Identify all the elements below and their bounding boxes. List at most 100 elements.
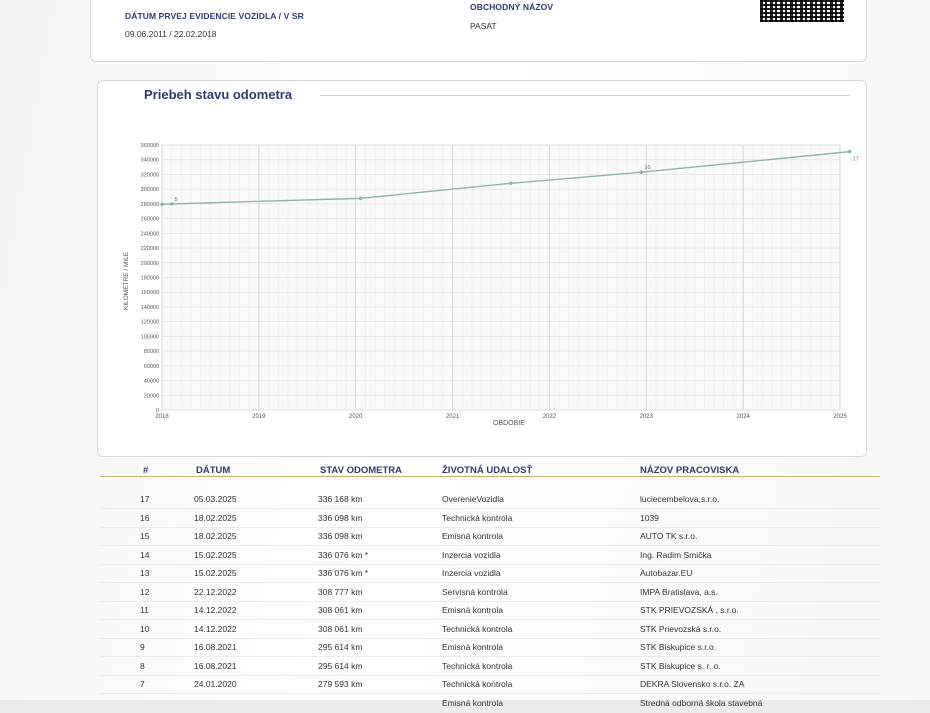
row-event: Inzercia vozidla <box>442 549 501 560</box>
row-odometer: 336 076 km * <box>318 549 369 560</box>
row-date: 18.02.2025 <box>194 531 237 541</box>
row-odometer: 336 076 km * <box>318 568 369 578</box>
row-odometer: 308 777 km <box>318 586 363 597</box>
row-workshop: IMPA Bratislava, a.s. <box>640 586 718 597</box>
row-event: Technická kontrola <box>442 512 513 523</box>
table-row: 15 18.02.2025 336 098 km Emisná kontrola AUT… <box>100 527 880 546</box>
row-event: Inzercia vozidla <box>442 568 501 578</box>
row-number: 16 <box>140 512 150 523</box>
title-divider <box>320 95 850 96</box>
y-tick-label: 360000 <box>141 143 159 149</box>
table-row: 8 16.08.2021 295 614 km Technická kontrola S… <box>100 657 880 676</box>
row-number: 10 <box>140 623 150 634</box>
row-workshop: STK Biskupice s. r. o. <box>640 660 721 671</box>
registration-date-value: 09.06.2011 / 22.02.2018 <box>125 29 217 39</box>
row-date: 16.08.2021 <box>194 660 237 671</box>
row-odometer: 308 061 km <box>318 623 363 634</box>
row-workshop: DEKRA Slovensko s.r.o. ZA <box>640 679 745 689</box>
y-tick-label: 20000 <box>144 393 159 399</box>
y-tick-label: 100000 <box>141 334 159 340</box>
x-tick-label: 2020 <box>349 414 363 420</box>
row-number: 14 <box>140 549 150 560</box>
x-tick-label: 2019 <box>252 414 266 420</box>
table-row: 10 14.12.2022 308 061 km Technická kontrola… <box>100 620 880 639</box>
y-axis-label: KILOMETRE / MILE <box>123 251 130 310</box>
row-number: 7 <box>140 679 145 689</box>
row-workshop: STK PRIEVOZSKÁ , s.r.o. <box>640 605 739 615</box>
row-workshop: AUTO TK s.r.o. <box>640 531 698 541</box>
row-date: 16.08.2021 <box>194 642 237 652</box>
data-point-label: 5 <box>175 197 178 203</box>
row-number: 9 <box>140 642 145 652</box>
row-date: 15.02.2025 <box>194 568 237 578</box>
row-odometer: 336 168 km <box>318 494 363 504</box>
table-row: 16 18.02.2025 336 098 km Technická kontrola… <box>100 509 880 528</box>
row-number: 8 <box>140 660 145 671</box>
x-axis-ticks: 2018 2019 2020 2021 2022 2023 2024 2025 <box>155 414 847 420</box>
row-workshop: Ing. Radim Smička <box>640 549 712 560</box>
row-event: Emisná kontrola <box>442 605 503 615</box>
row-event: Emisná kontrola <box>442 697 503 708</box>
chart-grid <box>161 144 841 411</box>
table-row: 7 24.01.2020 279 593 km Technická kontrola D… <box>100 675 880 694</box>
row-date: 14.12.2022 <box>194 605 237 615</box>
col-header-odometer: STAV ODOMETRA <box>320 465 402 476</box>
data-point <box>358 196 363 201</box>
y-tick-label: 40000 <box>144 379 159 385</box>
data-point-label: 17 <box>853 157 859 163</box>
x-tick-label: 2022 <box>543 414 557 420</box>
qr-code-icon <box>760 0 844 22</box>
row-event: Servisná kontrola <box>442 586 508 597</box>
col-header-event: ŽIVOTNÁ UDALOSŤ <box>442 465 533 476</box>
row-date: 14.12.2022 <box>194 623 237 634</box>
registration-date-label: DÁTUM PRVEJ EVIDENCIE VOZIDLA / V SR <box>125 11 304 21</box>
table-row: Emisná kontrola Stredná odborná škola sta… <box>100 694 880 713</box>
row-event: OverenieVozidla <box>442 494 504 504</box>
y-tick-label: 180000 <box>141 276 159 282</box>
y-axis-ticks: 0 20000 40000 60000 80000 100000 120000 140000 1… <box>141 143 159 414</box>
y-tick-label: 240000 <box>141 231 159 237</box>
chart-series: 5 10 17 <box>160 149 859 207</box>
x-tick-label: 2024 <box>736 414 750 420</box>
trade-name-value: PASAT <box>470 21 497 31</box>
y-tick-label: 140000 <box>141 305 159 311</box>
y-tick-label: 120000 <box>141 320 159 326</box>
data-point <box>169 202 174 206</box>
row-odometer: 336 098 km <box>318 512 363 523</box>
row-date: 24.01.2020 <box>194 679 237 689</box>
row-odometer: 295 614 km <box>318 660 363 671</box>
row-event: Emisná kontrola <box>442 642 503 652</box>
row-number: 12 <box>140 586 150 597</box>
table-row: 12 22.12.2022 308 777 km Servisná kontrola I… <box>100 583 880 602</box>
y-tick-label: 200000 <box>141 261 159 267</box>
x-tick-label: 2025 <box>833 414 847 420</box>
row-workshop: luciecembelova,s.r.o. <box>640 494 720 504</box>
table-row: 14 15.02.2025 336 076 km * Inzercia vozidla… <box>100 546 880 565</box>
row-number: 15 <box>140 531 150 541</box>
row-workshop: STK Prievozská s.r.o. <box>640 623 722 634</box>
row-event: Emisná kontrola <box>442 531 503 541</box>
y-tick-label: 260000 <box>141 217 159 223</box>
y-tick-label: 320000 <box>141 172 159 178</box>
y-tick-label: 220000 <box>141 246 159 252</box>
row-workshop: STK Biskupice s.r.o. <box>640 642 717 652</box>
row-date: 15.02.2025 <box>194 549 237 560</box>
data-point <box>847 149 852 154</box>
table-row: 11 14.12.2022 308 061 km Emisná kontrola STK… <box>100 601 880 620</box>
row-number: 17 <box>140 494 150 504</box>
table-row: 9 16.08.2021 295 614 km Emisná kontrola STK … <box>100 638 880 657</box>
table-header-rule <box>100 476 880 477</box>
y-tick-label: 300000 <box>141 187 159 193</box>
chart-title: Priebeh stavu odometra <box>140 87 297 102</box>
row-workshop: 1039 <box>640 512 659 523</box>
row-date: 22.12.2022 <box>194 586 237 597</box>
col-header-number: # <box>143 465 149 476</box>
table-row: 17 05.03.2025 336 168 km OverenieVozidla luc… <box>100 490 880 509</box>
x-tick-label: 2018 <box>155 414 169 420</box>
row-odometer: 336 098 km <box>318 531 363 541</box>
trade-name-label: OBCHODNÝ NÁZOV <box>470 2 554 12</box>
row-odometer: 295 614 km <box>318 642 363 652</box>
row-number: 13 <box>140 568 150 578</box>
y-tick-label: 280000 <box>141 202 159 208</box>
